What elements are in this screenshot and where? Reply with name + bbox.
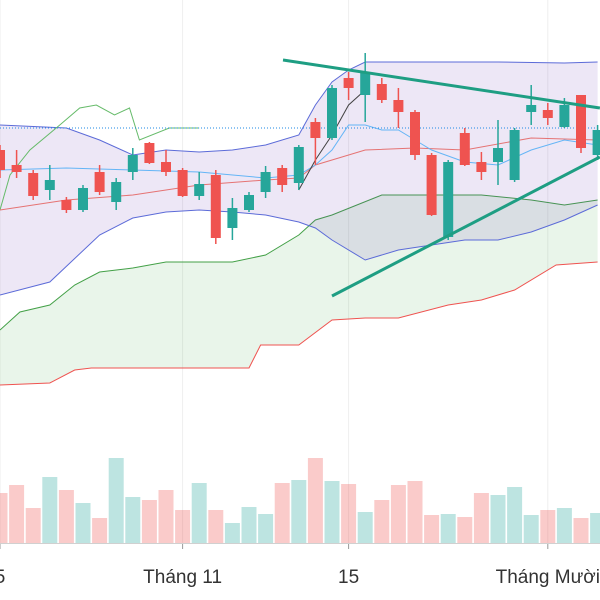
volume-bar [523,515,539,543]
volume-bar [556,508,572,543]
candle-body [509,130,520,180]
volume-bar [25,508,41,543]
candle-body [194,184,205,196]
volume-bar [42,477,58,543]
candle-body [576,95,586,148]
candle-body [592,130,600,155]
candle-body [227,208,238,228]
candle-body [94,172,105,192]
candle-body [78,188,88,210]
volume-bar [241,507,257,543]
candle-body [310,122,321,138]
volume-bar [191,483,207,543]
volume-bar [208,510,224,543]
volume-bar [324,481,340,543]
candle-body [260,172,271,192]
candle-body [443,162,454,237]
candle-body [28,173,39,196]
candle-body [144,143,155,163]
volume-bar [291,480,307,543]
candle-body [426,155,437,215]
candle-body [161,162,171,172]
candle-body [0,150,5,170]
candle-body [410,112,420,155]
volume-bar [341,484,357,543]
volume-bar [258,514,274,543]
volume-bar [540,510,556,543]
candle-body [127,155,138,172]
trend-line [282,58,600,110]
x-tick-label: 15 [338,567,359,588]
candle-body [327,88,337,138]
candle-body [360,72,371,95]
x-tick-label: Tháng 11 [143,567,222,588]
candle-body [111,182,122,202]
volume-bar [457,517,473,543]
volume-bar [407,481,423,543]
volume-bar [9,485,25,543]
trend-line [331,155,600,298]
volume-bar [175,510,191,543]
volume-bar [590,513,600,543]
volume-bar [357,512,373,543]
volume-bar [0,493,8,543]
volume-bar [92,518,108,543]
volume-bar [440,514,456,543]
candle-body [393,100,404,112]
candle-body [526,105,537,112]
volume-bar [75,503,91,543]
candle-body [293,147,304,183]
candle-body [177,170,188,196]
candle-body [493,148,503,162]
volume-bar [307,458,323,543]
volume-bar [274,483,290,543]
candle-body [559,105,570,127]
cloud-span-a [0,194,598,331]
volume-bar [424,515,440,543]
volume-bar [108,458,124,543]
candle-body [343,78,354,88]
candle-body [44,180,55,190]
volume-bar [58,490,74,543]
candle-body [210,175,221,238]
volume-bar [158,490,174,543]
candle-body [542,110,553,118]
bollinger-lower [0,204,598,296]
volume-bar [490,495,506,543]
volume-bar [473,493,489,543]
candle-body [61,200,72,210]
candle-body [476,162,487,172]
candle-body [11,165,22,172]
x-tick-label: 5 [0,567,5,588]
volume-bar [374,500,390,543]
bollinger-upper [0,61,598,156]
x-tick-label: Tháng Mười [496,567,600,588]
cloud-span-b [0,261,598,386]
volume-bar [141,500,157,543]
volume-bar [573,518,589,543]
candle-body [376,84,387,100]
candle-body [459,133,470,165]
indicator-line [0,104,200,211]
volume-bar [125,497,141,543]
volume-bar [507,487,523,543]
candle-body [244,195,254,210]
volume-bar [390,485,406,543]
candle-body [277,168,288,185]
volume-bar [224,523,240,543]
